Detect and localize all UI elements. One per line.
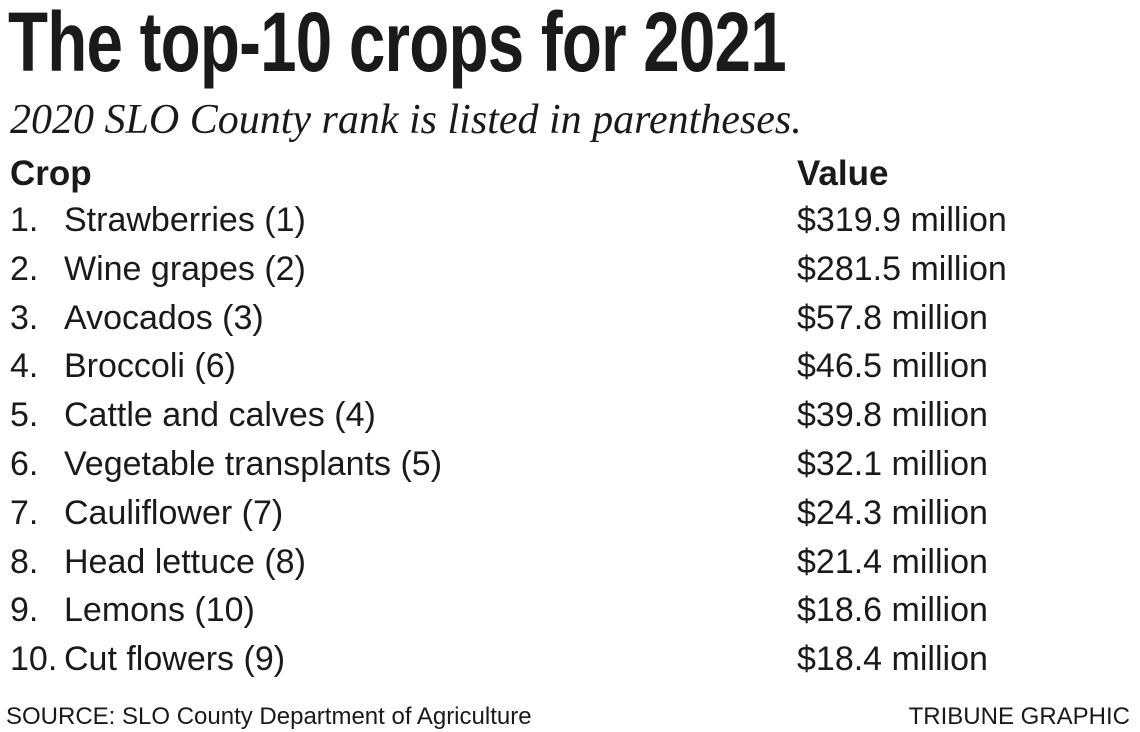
crop-name: Lemons (10) — [64, 591, 255, 630]
chart-title: The top-10 crops for 2021 — [8, 0, 787, 89]
rank-number: 6. — [10, 445, 39, 483]
crop-value: $281.5 million — [797, 249, 1007, 288]
table-row: 8. Head lettuce (8) $21.4 million — [0, 543, 1140, 592]
crop-value: $24.3 million — [797, 493, 988, 532]
table-row: 2. Wine grapes (2) $281.5 million — [0, 250, 1140, 299]
table-row: 3. Avocados (3) $57.8 million — [0, 299, 1140, 348]
crop-value: $46.5 million — [797, 347, 988, 386]
crop-value: $18.6 million — [797, 591, 988, 630]
table-row: 7. Cauliflower (7) $24.3 million — [0, 494, 1140, 543]
rank-number: 1. — [10, 201, 39, 239]
rank-number: 10. — [10, 640, 58, 679]
crop-value: $57.8 million — [797, 298, 988, 337]
rank-number: 5. — [10, 396, 39, 435]
crop-name: Vegetable transplants (5) — [64, 445, 443, 483]
table-row: 9. Lemons (10) $18.6 million — [0, 591, 1140, 640]
crop-name: Cattle and calves (4) — [64, 396, 376, 435]
credit-note: TRIBUNE GRAPHIC — [908, 703, 1130, 730]
crop-name: Broccoli (6) — [64, 347, 236, 386]
rank-number: 4. — [10, 347, 39, 386]
table-row: 6. Vegetable transplants (5) $32.1 million — [0, 445, 1140, 494]
source-note: SOURCE: SLO County Department of Agricul… — [6, 703, 532, 730]
column-header-crop: Crop — [10, 154, 92, 193]
crop-name: Head lettuce (8) — [64, 542, 306, 581]
table-row: 5. Cattle and calves (4) $39.8 million — [0, 396, 1140, 445]
table-row: 4. Broccoli (6) $46.5 million — [0, 347, 1140, 396]
crop-value: $32.1 million — [797, 445, 988, 483]
table-row: 10. Cut flowers (9) $18.4 million — [0, 640, 1140, 689]
crop-name: Cauliflower (7) — [64, 493, 284, 532]
crop-name: Strawberries (1) — [64, 201, 306, 239]
crop-name: Cut flowers (9) — [64, 640, 286, 679]
rank-number: 3. — [10, 298, 39, 337]
crop-value: $21.4 million — [797, 542, 988, 581]
crop-value: $319.9 million — [797, 201, 1007, 239]
crop-value: $39.8 million — [797, 396, 988, 435]
crop-name: Avocados (3) — [64, 298, 264, 337]
chart-subtitle: 2020 SLO County rank is listed in parent… — [10, 97, 802, 143]
rank-number: 8. — [10, 542, 39, 581]
table-row: 1. Strawberries (1) $319.9 million — [0, 201, 1140, 250]
crop-value: $18.4 million — [797, 640, 988, 679]
column-header-value: Value — [797, 154, 889, 193]
rank-number: 7. — [10, 493, 39, 532]
rank-number: 9. — [10, 591, 39, 630]
crop-name: Wine grapes (2) — [64, 249, 306, 288]
rank-number: 2. — [10, 249, 39, 288]
